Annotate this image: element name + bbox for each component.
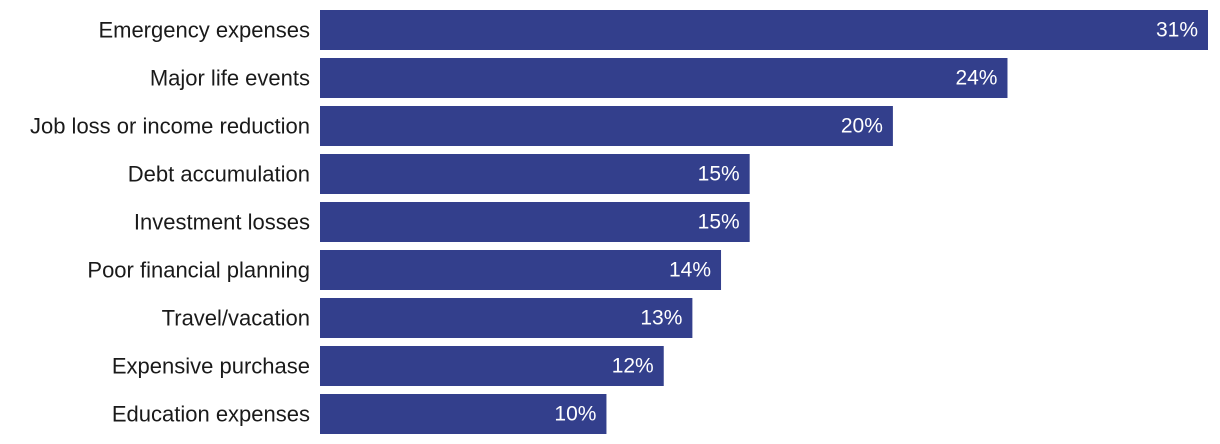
category-label: Poor financial planning <box>87 258 310 283</box>
category-label: Investment losses <box>134 210 310 235</box>
bar-0 <box>320 10 1208 50</box>
value-label: 14% <box>669 259 711 282</box>
bars-layer <box>320 10 1208 434</box>
value-label: 24% <box>955 67 997 90</box>
bar-2 <box>320 106 893 146</box>
value-label: 20% <box>841 115 883 138</box>
category-label: Major life events <box>150 66 310 91</box>
category-label: Debt accumulation <box>128 162 310 187</box>
value-label: 10% <box>554 403 596 426</box>
value-labels: 31% 24% 20% 15% 15% 14% 13% 12% 10% <box>554 19 1198 426</box>
bar-3 <box>320 154 750 194</box>
category-label: Job loss or income reduction <box>30 114 310 139</box>
bar-1 <box>320 58 1008 98</box>
category-label: Travel/vacation <box>162 306 310 331</box>
bar-8 <box>320 394 607 434</box>
category-label: Emergency expenses <box>98 18 310 43</box>
value-label: 15% <box>698 211 740 234</box>
value-label: 31% <box>1156 19 1198 42</box>
category-labels: Emergency expenses Major life events Job l… <box>30 18 310 427</box>
bar-6 <box>320 298 693 338</box>
category-label: Expensive purchase <box>112 354 310 379</box>
value-label: 12% <box>612 355 654 378</box>
category-label: Education expenses <box>112 402 310 427</box>
bar-4 <box>320 202 750 242</box>
bar-7 <box>320 346 664 386</box>
bar-5 <box>320 250 722 290</box>
value-label: 15% <box>698 163 740 186</box>
value-label: 13% <box>640 307 682 330</box>
